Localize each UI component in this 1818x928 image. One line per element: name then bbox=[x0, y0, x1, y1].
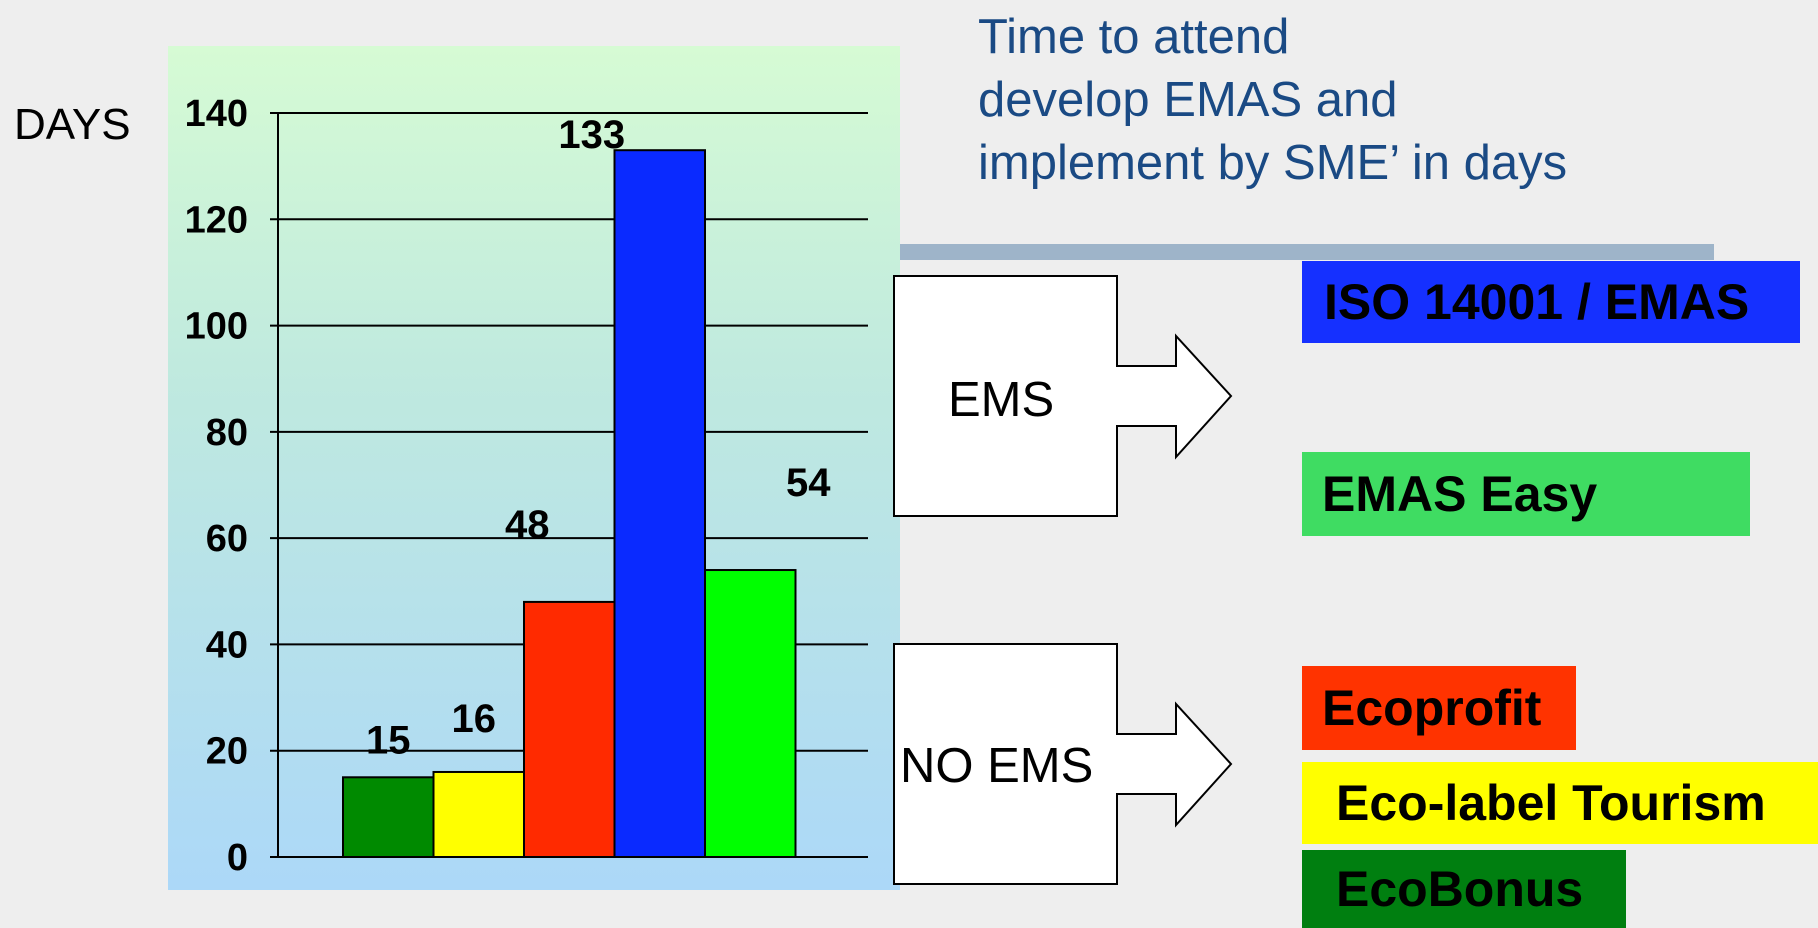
bar-chart: 0 20 40 60 80 100 120 140 15 16 48 133 54 bbox=[185, 93, 868, 879]
bar-emas-easy bbox=[704, 569, 797, 858]
legend-item-emas-easy: EMAS Easy bbox=[1302, 452, 1750, 536]
data-label: 48 bbox=[505, 503, 550, 547]
bar-eco-label-tourism bbox=[432, 770, 525, 859]
legend-item-ecobonus: EcoBonus bbox=[1302, 850, 1626, 928]
no-ems-group-label: NO EMS bbox=[900, 739, 1094, 793]
divider bbox=[900, 244, 1714, 260]
y-tick-label: 120 bbox=[185, 199, 248, 241]
data-label: 54 bbox=[786, 461, 831, 505]
y-tick-label: 0 bbox=[227, 837, 248, 879]
legend-item-ecoprofit: Ecoprofit bbox=[1302, 666, 1576, 750]
bar-iso-14001-emas bbox=[613, 149, 706, 858]
y-tick-label: 20 bbox=[206, 731, 248, 773]
y-tick-label: 80 bbox=[206, 412, 248, 454]
ems-group-label: EMS bbox=[948, 373, 1055, 427]
legend-item-eco-label-tourism: Eco-label Tourism bbox=[1302, 762, 1818, 844]
y-tick-label: 140 bbox=[185, 93, 248, 135]
legend-item-iso-14001-emas: ISO 14001 / EMAS bbox=[1302, 261, 1800, 343]
y-tick-label: 60 bbox=[206, 518, 248, 560]
y-tick-label: 100 bbox=[185, 306, 248, 348]
ems-arrow-shape bbox=[893, 275, 1233, 517]
data-label: 15 bbox=[366, 718, 411, 762]
y-axis-label: DAYS bbox=[14, 100, 131, 149]
bar-ecoprofit bbox=[523, 600, 616, 859]
data-label: 16 bbox=[452, 697, 497, 741]
y-tick-label: 40 bbox=[206, 624, 248, 666]
data-label: 133 bbox=[558, 113, 625, 157]
chart-panel: 0 20 40 60 80 100 120 140 15 16 48 133 54 bbox=[168, 46, 900, 890]
no-ems-arrow-shape bbox=[893, 643, 1233, 885]
bar-ecobonus bbox=[342, 776, 435, 858]
chart-title: Time to attend develop EMAS and implemen… bbox=[978, 10, 1568, 190]
